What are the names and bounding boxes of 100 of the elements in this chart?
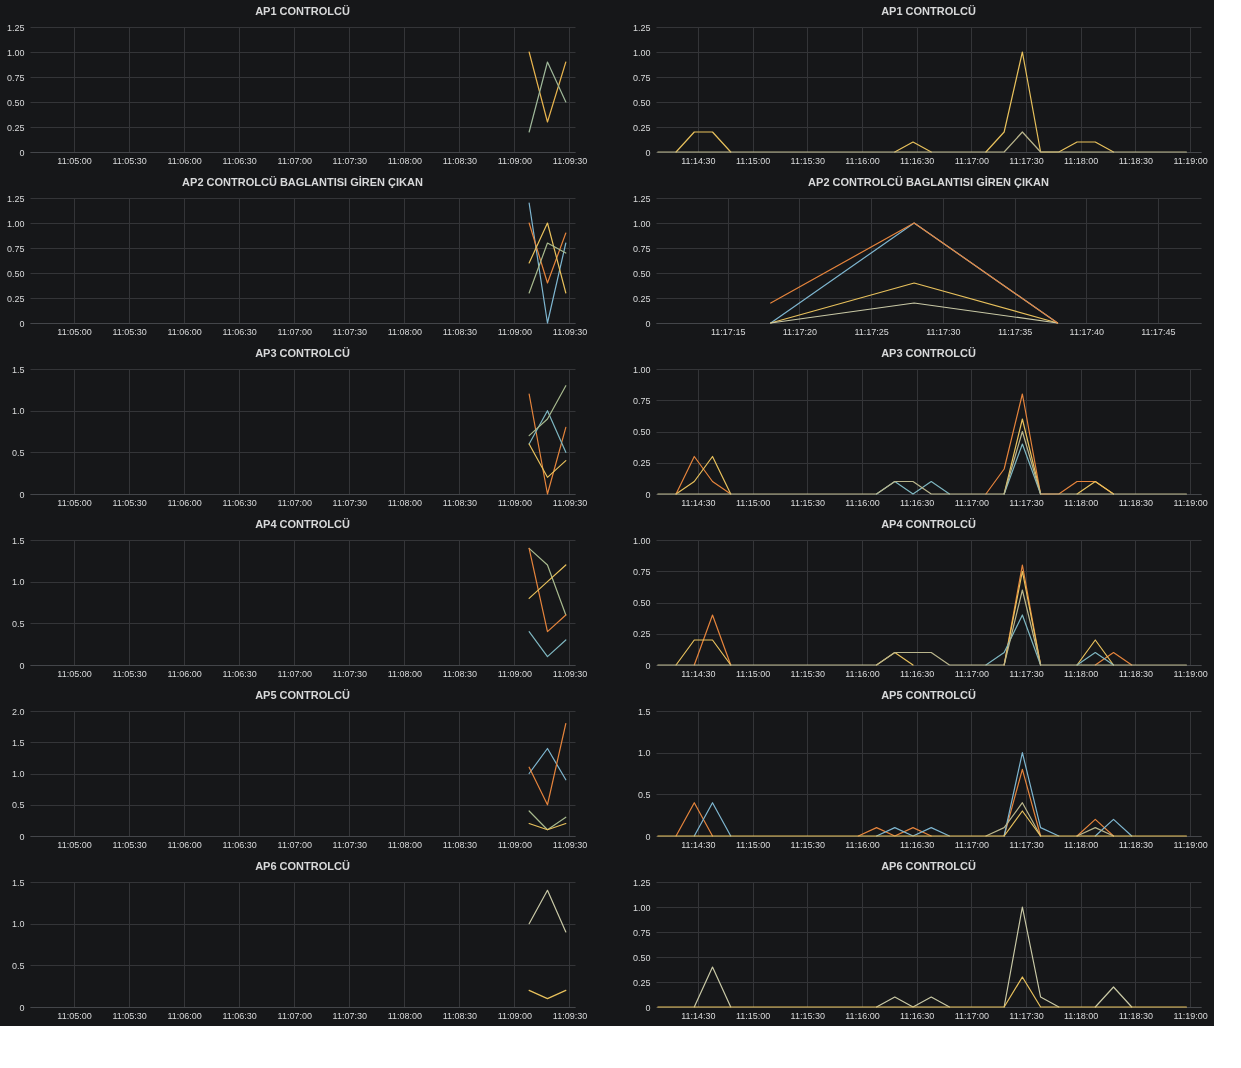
x-tick-label: 11:09:30 [552,839,588,850]
x-tick-label: 11:09:00 [497,155,533,166]
y-tick-label: 1.25 [6,193,25,204]
x-tick-label: 11:19:00 [1173,1010,1208,1021]
y-tick-label: 1.5 [11,364,25,375]
x-tick-label: 11:07:30 [332,497,367,508]
y-tick-label: 0.25 [6,293,25,304]
x-tick-label: 11:09:00 [497,326,533,337]
x-tick-label: 11:05:00 [57,155,92,166]
x-tick-label: 11:08:30 [442,1010,478,1021]
x-tick-label: 11:06:00 [167,326,202,337]
x-tick-label: 11:14:30 [681,839,716,850]
y-tick-label: 0.50 [632,598,651,608]
x-tick-label: 11:07:30 [332,155,367,166]
x-tick-label: 11:09:00 [497,1010,533,1021]
x-tick-label: 11:15:30 [790,497,825,508]
y-tick-label: 0.25 [632,293,651,304]
x-tick-label: 11:16:00 [845,668,880,679]
x-tick-label: 11:18:30 [1118,668,1154,679]
x-tick-label: 11:16:30 [899,497,935,508]
x-tick-label: 11:09:00 [497,497,533,508]
y-tick-label: 0 [19,147,25,158]
y-tick-label: 1.5 [11,877,25,888]
chart-title: AP5 CONTROLCÜ [255,689,350,701]
x-tick-label: 11:17:20 [782,326,818,337]
y-tick-label: 0 [19,489,25,500]
x-tick-label: 11:17:45 [1141,326,1176,337]
x-tick-label: 11:15:00 [735,1010,771,1021]
x-tick-label: 11:18:30 [1118,1010,1154,1021]
chart-title: AP3 CONTROLCÜ [881,347,976,359]
x-tick-label: 11:07:00 [277,839,312,850]
x-tick-label: 11:06:00 [167,155,202,166]
x-tick-label: 11:05:30 [112,155,147,166]
chart-title: AP1 CONTROLCÜ [255,5,350,17]
x-tick-label: 11:07:30 [332,326,367,337]
x-tick-label: 11:07:00 [277,155,312,166]
x-tick-label: 11:08:30 [442,326,478,337]
x-tick-label: 11:16:30 [899,1010,935,1021]
x-tick-label: 11:15:00 [735,839,771,850]
x-tick-label: 11:07:00 [277,497,312,508]
y-tick-label: 0 [645,1002,651,1013]
x-tick-label: 11:17:00 [954,497,990,508]
y-tick-label: 0.75 [632,395,651,406]
y-tick-label: 0 [645,147,651,158]
y-tick-label: 0 [645,831,651,842]
x-tick-label: 11:19:00 [1173,668,1208,679]
x-tick-label: 11:15:00 [735,668,771,679]
x-tick-label: 11:05:30 [112,497,147,508]
x-tick-label: 11:17:40 [1069,326,1104,337]
x-tick-label: 11:06:00 [167,497,202,508]
chart-title: AP2 CONTROLCÜ BAGLANTISI GİREN ÇIKAN [808,176,1049,188]
chart-title: AP4 CONTROLCÜ [881,518,976,530]
x-tick-label: 11:19:00 [1173,155,1208,166]
x-tick-label: 11:08:00 [387,497,423,508]
x-tick-label: 11:08:30 [442,839,478,850]
y-tick-label: 1.25 [632,22,651,33]
chart-title: AP5 CONTROLCÜ [881,689,976,701]
x-tick-label: 11:08:30 [442,155,478,166]
x-tick-label: 11:09:00 [497,668,533,679]
x-tick-label: 11:17:30 [926,326,961,337]
x-tick-label: 11:08:30 [442,668,478,679]
y-tick-label: 1.25 [632,877,651,888]
x-tick-label: 11:18:30 [1118,839,1154,850]
x-tick-label: 11:08:00 [387,1010,423,1021]
x-tick-label: 11:05:30 [112,1010,147,1021]
x-tick-label: 11:19:00 [1173,839,1208,850]
x-tick-label: 11:09:30 [552,668,588,679]
y-tick-label: 1.0 [11,577,25,588]
y-tick-label: 0.75 [6,243,25,254]
x-tick-label: 11:06:30 [222,326,257,337]
x-tick-label: 11:18:00 [1064,155,1099,166]
x-tick-label: 11:18:30 [1118,497,1154,508]
y-tick-label: 0 [19,660,25,671]
x-tick-label: 11:08:00 [387,668,423,679]
y-tick-label: 1.00 [632,902,651,913]
x-tick-label: 11:18:00 [1064,1010,1099,1021]
x-tick-label: 11:17:35 [997,326,1033,337]
x-tick-label: 11:08:00 [387,839,423,850]
x-tick-label: 11:16:30 [899,155,935,166]
x-tick-label: 11:18:00 [1064,497,1099,508]
x-tick-label: 11:07:30 [332,668,367,679]
x-tick-label: 11:06:30 [222,668,257,679]
y-tick-label: 0.5 [11,618,25,629]
x-tick-label: 11:06:00 [167,1010,202,1021]
x-tick-label: 11:15:30 [790,1010,825,1021]
y-tick-label: 1.00 [632,47,651,58]
x-tick-label: 11:17:00 [954,155,990,166]
x-tick-label: 11:06:30 [222,497,257,508]
x-tick-label: 11:16:00 [845,155,880,166]
x-tick-label: 11:05:00 [57,326,92,337]
x-tick-label: 11:05:30 [112,326,147,337]
y-tick-label: 0.75 [632,566,651,577]
chart-title: AP3 CONTROLCÜ [255,347,350,359]
y-tick-label: 0.50 [6,268,25,279]
x-tick-label: 11:17:00 [954,668,990,679]
y-tick-label: 0 [645,489,651,500]
x-tick-label: 11:15:30 [790,839,825,850]
y-tick-label: 1.25 [6,22,25,33]
x-tick-label: 11:06:30 [222,155,257,166]
x-tick-label: 11:09:30 [552,497,588,508]
